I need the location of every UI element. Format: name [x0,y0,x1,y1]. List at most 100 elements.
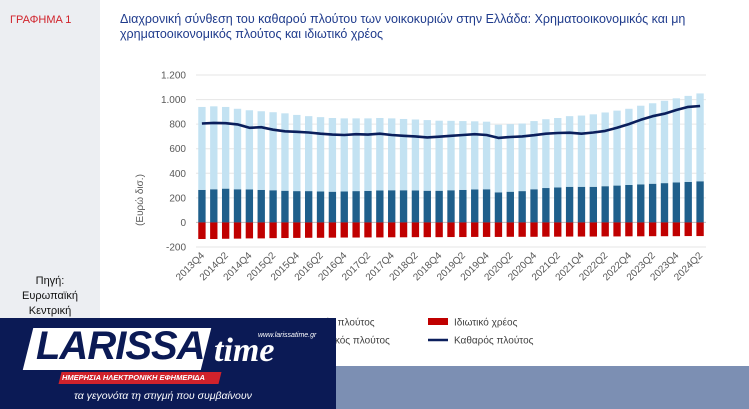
bar-debt [494,222,503,237]
y-tick-label: 200 [169,193,186,204]
bar-financial [316,117,325,192]
bar-financial [245,110,254,190]
chart-lines [201,104,701,140]
bar-financial [257,111,265,190]
bar-financial [411,119,420,191]
bar-financial [269,112,277,191]
bar-debt [601,222,609,237]
y-tick-label: 1.200 [161,71,186,82]
bar-financial [482,121,491,190]
bar-non-financial [435,190,443,223]
bar-debt [565,222,574,237]
logo-text: LARISSA [36,324,206,368]
logo-time-text: time [214,332,275,369]
bar-debt [210,222,218,240]
bar-non-financial [304,191,313,223]
y-tick-label: 600 [169,144,186,155]
bar-financial [684,95,692,182]
bar-debt [648,222,657,237]
bar-debt [471,222,479,237]
bar-financial [577,115,586,187]
bar-debt [482,222,491,237]
bar-debt [660,222,669,237]
bar-debt [281,222,289,239]
bar-debt [589,222,598,237]
bar-financial [660,100,669,184]
bar-non-financial [221,188,230,223]
bar-financial [601,112,609,187]
net-wealth-line [201,104,701,140]
bar-non-financial [388,190,396,223]
bar-debt [269,222,277,239]
bar-financial [293,114,301,192]
chart-number-label: ΓΡΑΦΗΜΑ 1 [10,14,72,26]
bar-financial [399,118,408,191]
bar-debt [340,222,348,238]
bar-debt [257,222,265,239]
source-label: Πηγή: Ευρωπαϊκή Κεντρική [22,275,78,317]
bar-debt [388,222,396,238]
y-axis-ticks: -200 0 200 400 600 800 1.000 1.200 [161,71,186,254]
bar-financial [198,106,206,190]
bar-financial [530,121,538,190]
bar-non-financial [506,191,514,223]
bar-financial [210,106,218,190]
bar-non-financial [245,189,254,223]
bar-non-financial [447,190,455,223]
bar-financial [554,118,562,188]
bar-financial [471,121,479,190]
bar-financial [459,121,467,190]
bar-debt [423,222,431,238]
bar-non-financial [660,183,669,223]
bar-non-financial [625,184,633,223]
bar-debt [316,222,325,238]
bar-financial [447,120,455,191]
bar-debt [696,222,704,237]
y-axis-label: (Ευρώ δισ.) [134,174,146,226]
bar-financial [506,124,514,192]
y-tick-label: 400 [169,169,186,180]
bar-financial [672,98,681,183]
bar-non-financial [684,181,692,223]
bar-financial [613,110,621,186]
bar-non-financial [637,184,645,223]
bar-financial [696,93,704,182]
bar-financial [565,116,574,187]
logo-tagline: τα γεγονότα τη στιγμή που συμβαίνουν [74,390,252,402]
bar-non-financial [399,190,408,223]
bar-financial [376,118,384,191]
bar-non-financial [281,190,289,223]
bar-non-financial [565,186,574,223]
bar-non-financial [554,187,562,223]
bar-financial [221,106,230,189]
bar-non-financial [269,190,277,223]
panel-divider [100,0,112,409]
bar-non-financial [613,185,621,223]
bar-financial [388,118,396,191]
bar-financial [423,120,431,191]
y-tick-label: -200 [166,243,186,254]
bar-non-financial [423,190,431,223]
bar-debt [542,222,550,237]
bar-debt [506,222,514,237]
bar-financial [281,113,289,191]
bar-debt [554,222,562,237]
bar-debt [518,222,526,237]
logo-url: www.larissatime.gr [258,332,317,339]
bar-non-financial [328,191,337,223]
larissatime-banner[interactable]: LARISSA time www.larissatime.gr ΗΜΕΡΗΣΙΑ… [0,318,336,409]
bar-non-financial [494,192,503,223]
bar-non-financial [210,189,218,223]
bar-debt [352,222,360,238]
bar-non-financial [376,190,384,223]
bar-debt [625,222,633,237]
bar-non-financial [352,191,360,223]
bar-non-financial [672,182,681,223]
bar-debt [399,222,408,238]
bar-non-financial [340,191,348,223]
y-tick-label: 0 [180,218,186,229]
bar-financial [340,118,348,192]
bar-debt [577,222,586,237]
legend-swatch [428,318,448,325]
bar-non-financial [542,188,550,223]
